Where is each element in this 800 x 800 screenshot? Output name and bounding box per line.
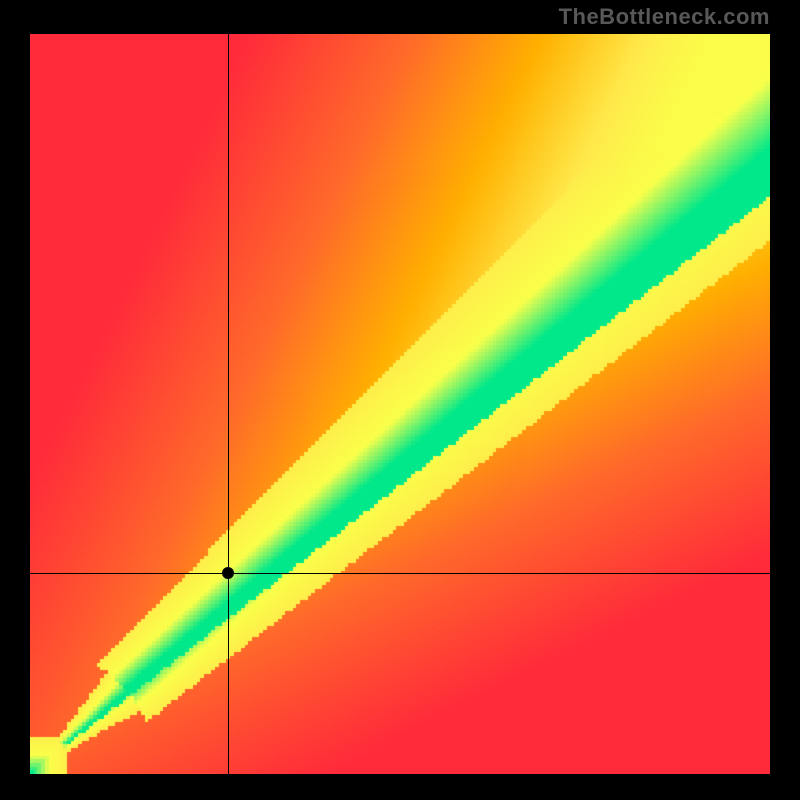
watermark-text: TheBottleneck.com [559,4,770,30]
plot-area [30,34,770,774]
crosshair-vertical [228,34,229,774]
data-point-marker [222,567,234,579]
crosshair-horizontal [30,573,770,574]
chart-container: TheBottleneck.com [0,0,800,800]
heatmap-canvas [30,34,770,774]
